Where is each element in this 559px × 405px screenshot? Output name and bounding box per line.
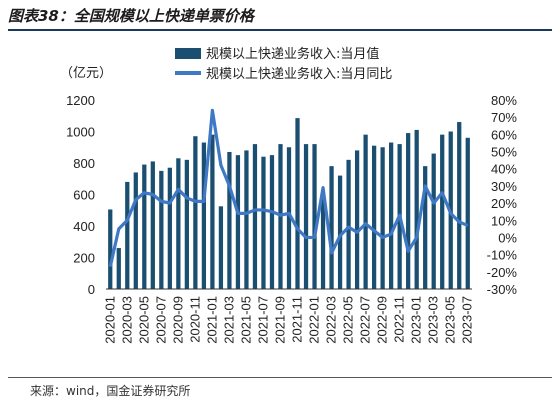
y2-tick-label: 20% (491, 196, 517, 211)
x-tick-label: 2022-07 (358, 296, 373, 344)
x-tick-label: 2020-07 (153, 296, 168, 344)
legend: 规模以上快递业务收入:当月值 规模以上快递业务收入:当月同比 (175, 46, 392, 82)
x-tick-label: 2021-01 (204, 296, 219, 344)
x-tick-label: 2021-03 (221, 296, 236, 344)
bar (159, 170, 164, 290)
bar (457, 122, 462, 289)
bar (346, 159, 351, 289)
x-tick-label: 2022-11 (392, 296, 407, 343)
source-note: 来源：wind，国金证券研究所 (30, 384, 191, 398)
bar (329, 166, 334, 289)
x-tick-label: 2022-05 (341, 296, 356, 344)
x-tick-label: 2022-09 (375, 296, 390, 344)
bar (337, 175, 343, 289)
y-tick-label: 400 (73, 219, 95, 234)
bar (389, 142, 394, 289)
y2-tick-label: 40% (491, 162, 517, 177)
y2-tick-label: -20% (487, 265, 518, 280)
bar (295, 118, 300, 289)
line-series (108, 108, 469, 268)
bar (465, 137, 470, 289)
y-tick-label: 1200 (66, 93, 95, 108)
y-tick-label: 800 (73, 156, 95, 171)
bar (440, 134, 445, 289)
bar (176, 158, 181, 289)
bar (406, 133, 411, 289)
bar (261, 156, 266, 289)
y2-tick-label: 0% (498, 231, 517, 246)
bar (150, 161, 155, 289)
x-tick-label: 2023-03 (426, 296, 441, 344)
chart-title: 图表38：全国规模以上快递单票价格 (8, 7, 254, 25)
x-tick-label: 2020-11 (187, 296, 202, 343)
bar (363, 134, 368, 289)
y2-tick-label: 70% (491, 110, 517, 125)
bar (414, 129, 419, 289)
bar (423, 166, 428, 289)
y-axis-unit-label: （亿元） (60, 65, 112, 80)
bar (371, 145, 377, 289)
bar (235, 155, 241, 290)
x-tick-label: 2020-09 (170, 296, 185, 344)
bar (201, 142, 207, 289)
y2-tick-label: 10% (491, 213, 517, 228)
bar (252, 144, 258, 289)
bar (184, 159, 189, 289)
x-tick-label: 2021-11 (290, 296, 305, 343)
bar (312, 144, 317, 289)
legend-bar-swatch (175, 48, 201, 59)
y-tick-label: 200 (73, 251, 95, 266)
y2-tick-label: 60% (491, 127, 517, 142)
bar (269, 155, 275, 290)
y2-tick-label: -10% (487, 248, 518, 263)
bar (218, 206, 224, 289)
y-tick-label: 1000 (66, 125, 95, 140)
bar (354, 150, 360, 289)
title-rule (8, 29, 552, 31)
bar (227, 151, 232, 289)
yoy-line (108, 108, 469, 268)
x-tick-label: 2020-03 (119, 296, 134, 344)
bar (244, 150, 249, 289)
x-tick-label: 2020-01 (102, 296, 117, 344)
y2-tick-label: -30% (487, 282, 518, 297)
x-tick-label: 2023-01 (409, 296, 424, 344)
bar (108, 209, 113, 289)
x-tick-label: 2023-05 (443, 296, 458, 344)
source-rule (8, 377, 552, 378)
bar (116, 248, 121, 289)
y-tick-label: 600 (73, 188, 95, 203)
bar (167, 167, 172, 289)
x-tick-label: 2021-05 (238, 296, 253, 344)
bar (380, 147, 385, 289)
bar (125, 181, 130, 289)
bar (133, 172, 138, 289)
y-tick-label: 0 (88, 282, 95, 297)
bar (286, 147, 292, 289)
y2-tick-label: 50% (491, 145, 517, 160)
axes: 0 200 400 600 800 1000 1200 -30% -20% -10% 0% 10% 20… (66, 93, 517, 344)
x-tick-label: 2023-07 (460, 296, 475, 344)
bar (431, 153, 436, 289)
bar (303, 144, 309, 289)
y2-tick-label: 80% (491, 93, 517, 108)
bar (320, 194, 326, 289)
bar (210, 134, 215, 289)
x-tick-label: 2022-03 (324, 296, 339, 344)
x-tick-label: 2020-05 (136, 296, 151, 344)
x-tick-label: 2021-07 (255, 296, 270, 344)
x-tick-label: 2022-01 (307, 296, 322, 344)
x-tick-label: 2021-09 (272, 296, 287, 344)
bar (193, 136, 198, 289)
bar (142, 164, 147, 289)
legend-bar-label: 规模以上快递业务收入:当月值 (206, 46, 379, 62)
y2-tick-label: 30% (491, 179, 517, 194)
legend-line-label: 规模以上快递业务收入:当月同比 (206, 66, 392, 82)
bar-series (108, 118, 470, 290)
